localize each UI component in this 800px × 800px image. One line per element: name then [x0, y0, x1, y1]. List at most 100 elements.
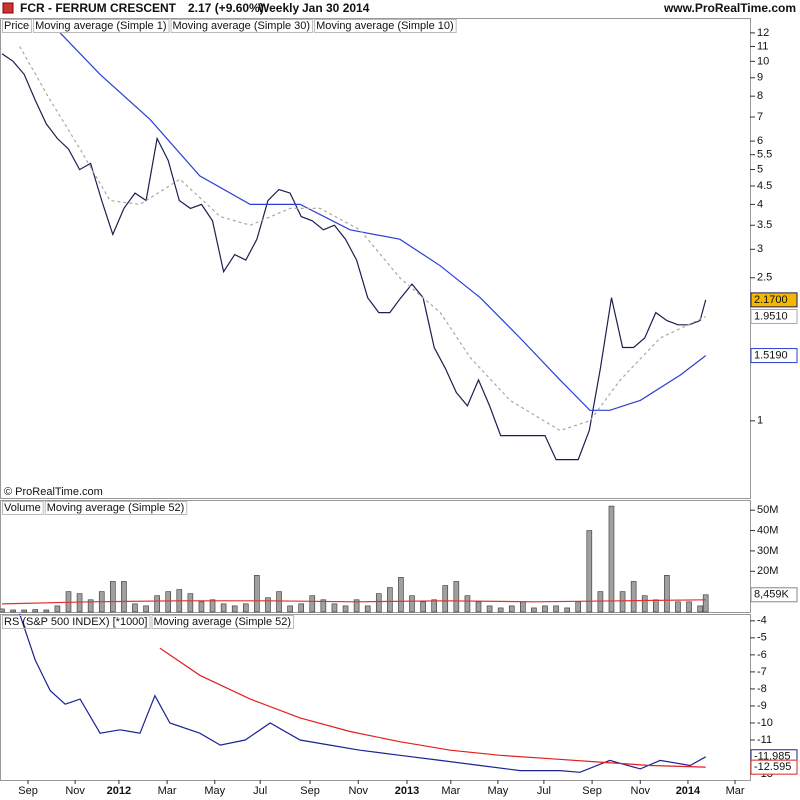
y-tick-label: -7	[757, 666, 767, 678]
legend-box	[2, 615, 151, 629]
x-tick-label: Nov	[348, 785, 368, 797]
volume-bar	[0, 608, 5, 613]
volume-bar	[597, 591, 604, 613]
legend-box	[44, 501, 188, 515]
volume-bar	[132, 603, 138, 613]
legend-box	[33, 19, 170, 33]
volume-bar	[575, 601, 582, 613]
y-tick-label: 50M	[757, 504, 778, 516]
volume-bar	[10, 609, 16, 613]
x-tick-label: Nov	[65, 785, 85, 797]
copyright: © ProRealTime.com	[4, 486, 103, 498]
x-tick-label: Mar	[158, 785, 177, 797]
volume-bar	[143, 605, 149, 613]
volume-bar	[653, 599, 659, 613]
x-tick-label: 2013	[395, 785, 419, 797]
x-tick-label: Mar	[726, 785, 745, 797]
volume-bar	[697, 605, 703, 613]
x-tick-label: Mar	[441, 785, 460, 797]
y-tick-label: 20M	[757, 565, 778, 577]
volume-bar	[242, 603, 249, 613]
volume-bar	[586, 530, 593, 613]
volume-bar	[531, 607, 537, 613]
legend-box	[2, 19, 33, 33]
volume-bar	[21, 609, 27, 613]
volume-bar	[630, 581, 637, 613]
volume-bar	[608, 505, 615, 613]
volume-bar	[287, 605, 293, 613]
y-tick-label: -10	[757, 717, 773, 729]
volume-bar	[110, 581, 116, 613]
y-tick-label: -8	[757, 683, 767, 695]
x-tick-label: Nov	[631, 785, 651, 797]
series-line	[19, 46, 706, 432]
volume-bar	[675, 601, 681, 613]
volume-bar	[431, 599, 437, 613]
volume-bar	[542, 605, 548, 613]
y-tick-label: 7	[757, 111, 763, 123]
volume-bar	[353, 599, 360, 613]
volume-bar	[320, 599, 327, 613]
x-tick-label: Jul	[253, 785, 267, 797]
series-line	[159, 647, 706, 768]
y-tick-label: 6	[757, 135, 763, 147]
series-line	[1, 599, 706, 605]
x-tick-label: May	[488, 785, 509, 797]
y-tick-label: 8	[757, 90, 763, 102]
y-tick-label: 3.5	[757, 219, 772, 231]
y-tick-label: 4	[757, 198, 763, 210]
y-tick-label: 11	[757, 40, 768, 52]
ticker-title: FCR - FERRUM CRESCENT	[20, 1, 177, 15]
x-tick-label: Sep	[582, 785, 602, 797]
volume-bar	[87, 599, 94, 613]
y-tick-label: 5	[757, 163, 763, 175]
last-value-box	[750, 292, 798, 308]
y-tick-label: -5	[757, 632, 767, 644]
y-tick-label: -11	[757, 734, 772, 746]
last-value-label: 1.5190	[754, 349, 788, 361]
volume-bar	[342, 605, 349, 613]
volume-bar	[686, 601, 692, 613]
legend-box	[151, 615, 295, 629]
volume-bar	[121, 581, 127, 613]
series-line	[1, 53, 707, 461]
volume-bar	[702, 594, 709, 613]
volume-bar	[387, 587, 393, 613]
legend-box	[170, 19, 314, 33]
volume-bar	[154, 595, 160, 613]
y-tick-label: 12	[757, 27, 769, 39]
volume-bar	[331, 603, 338, 613]
x-tick-label: 2012	[107, 785, 131, 797]
volume-bar	[32, 609, 39, 613]
legend-entry: Moving average (Simple 1)	[35, 20, 166, 32]
y-tick-label: 1	[757, 415, 763, 427]
panel-frame	[0, 18, 751, 499]
site: www.ProRealTime.com	[663, 1, 796, 15]
volume-bar	[276, 591, 282, 613]
volume-bar	[564, 607, 570, 613]
volume-bar	[420, 601, 426, 613]
volume-bar	[231, 605, 238, 613]
y-tick-label: -9	[757, 700, 767, 712]
volume-bar	[508, 605, 515, 613]
price-change: 2.17 (+9.60%)	[188, 1, 264, 15]
volume-bar	[254, 575, 260, 613]
volume-bar	[76, 593, 83, 613]
x-tick-label: Sep	[300, 785, 320, 797]
volume-bar	[309, 595, 316, 613]
volume-bar	[442, 585, 449, 613]
volume-bar	[54, 605, 61, 613]
volume-bar	[165, 591, 172, 613]
volume-bar	[220, 603, 227, 613]
last-value-box	[750, 348, 798, 364]
x-tick-label: May	[204, 785, 225, 797]
volume-bar	[265, 597, 271, 613]
volume-bar	[553, 605, 559, 613]
last-value-label: 8,459K	[754, 589, 790, 601]
y-tick-label: 2.5	[757, 272, 772, 284]
last-value-label: -12.595	[754, 761, 791, 773]
volume-bar	[453, 581, 460, 613]
volume-bar	[520, 601, 526, 613]
last-value-box	[750, 308, 798, 324]
